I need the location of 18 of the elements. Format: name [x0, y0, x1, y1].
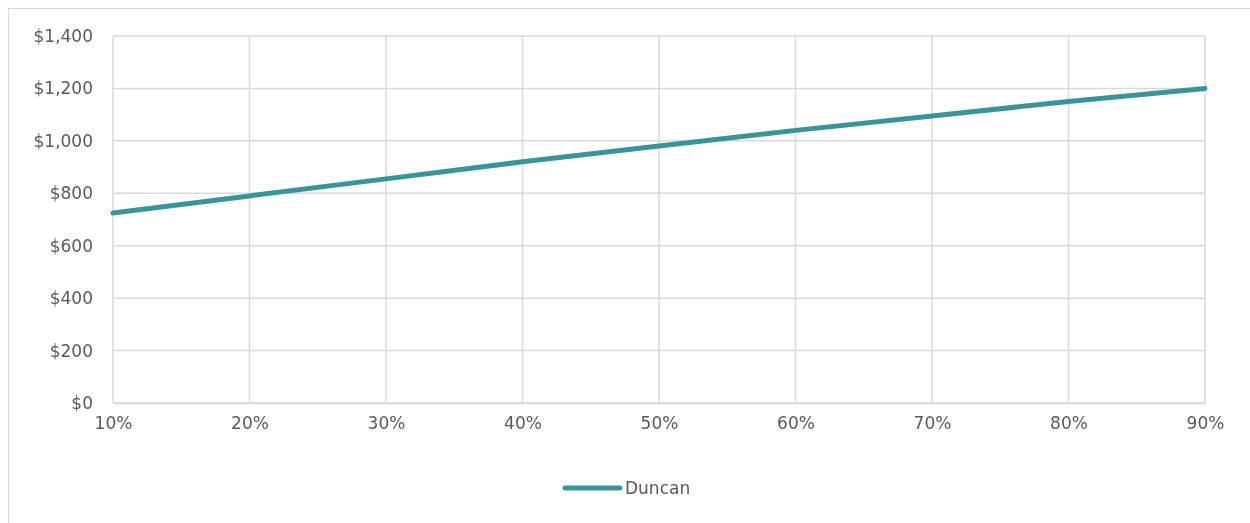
y-tick-label: $1,000: [33, 130, 93, 151]
y-tick-label: $1,200: [33, 78, 93, 99]
y-tick-label: $600: [49, 235, 93, 256]
x-tick-label: 70%: [913, 413, 952, 434]
x-tick-label: 20%: [231, 413, 269, 434]
x-tick-label: 40%: [504, 413, 542, 434]
y-tick-label: $200: [49, 340, 93, 361]
x-tick-label: 60%: [777, 413, 815, 434]
x-tick-label: 80%: [1050, 413, 1088, 434]
x-tick-label: 90%: [1186, 413, 1225, 434]
x-tick-label: 50%: [640, 413, 679, 434]
x-tick-label: 10%: [94, 413, 133, 434]
x-tick-label: 30%: [367, 413, 406, 434]
y-tick-label: $0: [71, 392, 93, 413]
y-tick-label: $1,400: [33, 25, 93, 46]
legend-label: Duncan: [625, 477, 691, 498]
y-tick-label: $800: [49, 183, 93, 204]
y-tick-label: $400: [49, 288, 93, 309]
